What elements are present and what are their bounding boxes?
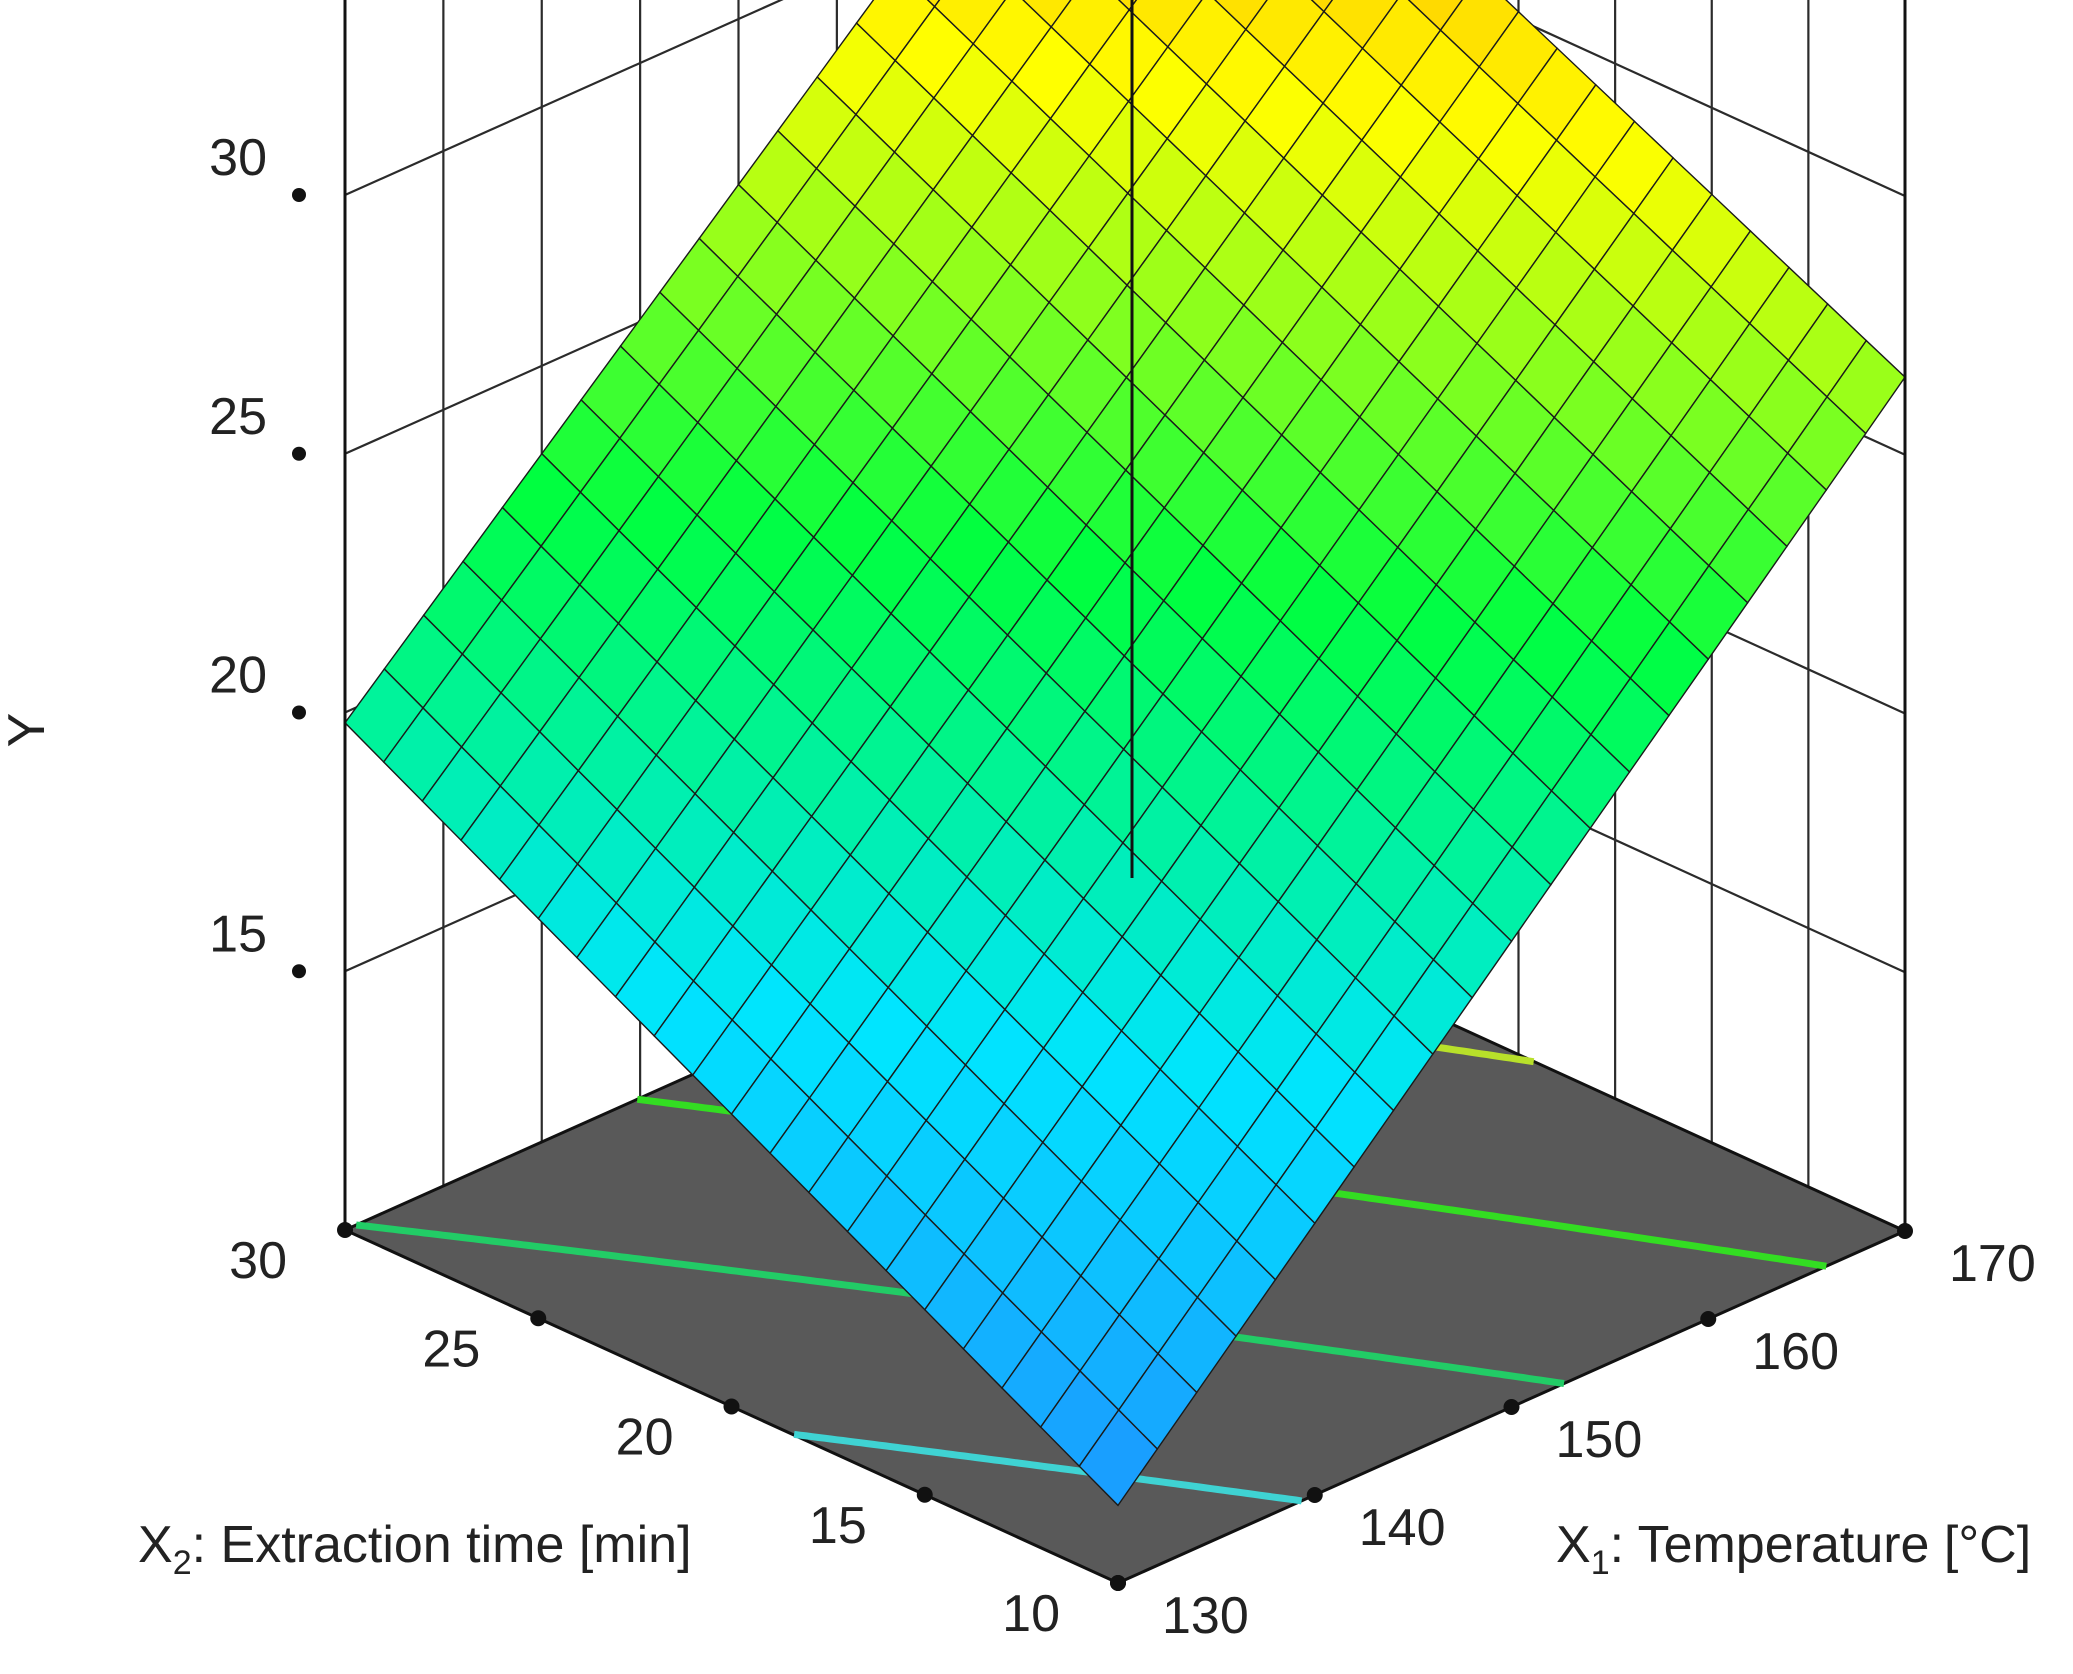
x2-tick-mark (916, 1486, 933, 1503)
surface-cell-0-0 (1078, 1408, 1159, 1507)
y-tick-mark (292, 446, 306, 461)
wall-gridline-y-3 (344, 0, 1906, 198)
y-tick-label: 30 (209, 129, 267, 187)
contour-line-15 (793, 1430, 1303, 1505)
x2-axis-label-sub: 2 (173, 1544, 192, 1582)
x2-tick-mark (723, 1398, 740, 1415)
y-tick-label: 15 (209, 905, 267, 963)
y-tick-mark (292, 705, 306, 720)
x2-tick-label: 30 (229, 1232, 287, 1290)
x1-axis-label: X1: Temperature [°C] (1556, 1516, 2031, 1582)
x2-tick-label: 20 (616, 1409, 674, 1467)
y-axis-label: Y (0, 713, 56, 748)
x1-tick-mark (1700, 1311, 1717, 1327)
x1-axis-label-main: X (1556, 1516, 1591, 1574)
surface-cell-18-13 (1310, 0, 1334, 13)
x1-tick-label: 170 (1949, 1235, 2036, 1293)
x1-axis-label-rest: : Temperature [°C] (1610, 1516, 2032, 1574)
y-tick-mark (292, 188, 306, 202)
x2-axis-label-main: X (138, 1516, 173, 1574)
x1-tick-mark (1110, 1575, 1126, 1591)
axis-frame (343, 0, 1907, 1231)
x2-tick-label: 25 (422, 1320, 480, 1378)
axis-ticks: 15202530351015202530130140150160170 (209, 129, 2036, 1645)
x1-tick-mark (1897, 1223, 1913, 1239)
y-tick-mark (292, 964, 306, 979)
x1-axis-label-sub: 1 (1591, 1544, 1610, 1582)
x1-tick-label: 140 (1359, 1499, 1446, 1557)
x2-tick-mark (530, 1310, 547, 1327)
surface-cell-14-19 (926, 0, 941, 8)
y-tick-label: 25 (209, 388, 267, 446)
x1-tick-mark (1306, 1487, 1323, 1503)
x1-tick-label: 150 (1556, 1411, 1643, 1469)
x1-tick-label: 130 (1162, 1587, 1249, 1645)
x2-tick-label: 10 (1002, 1585, 1060, 1643)
x1-tick-mark (1503, 1399, 1520, 1415)
response-surface (344, 0, 1906, 1507)
x2-axis-label-rest: : Extraction time [min] (192, 1516, 692, 1574)
x2-axis-label: X2: Extraction time [min] (138, 1516, 692, 1582)
x1-tick-label: 160 (1752, 1323, 1839, 1381)
x2-tick-label: 15 (809, 1497, 867, 1555)
y-tick-label: 20 (209, 647, 267, 705)
x2-tick-mark (337, 1222, 353, 1238)
